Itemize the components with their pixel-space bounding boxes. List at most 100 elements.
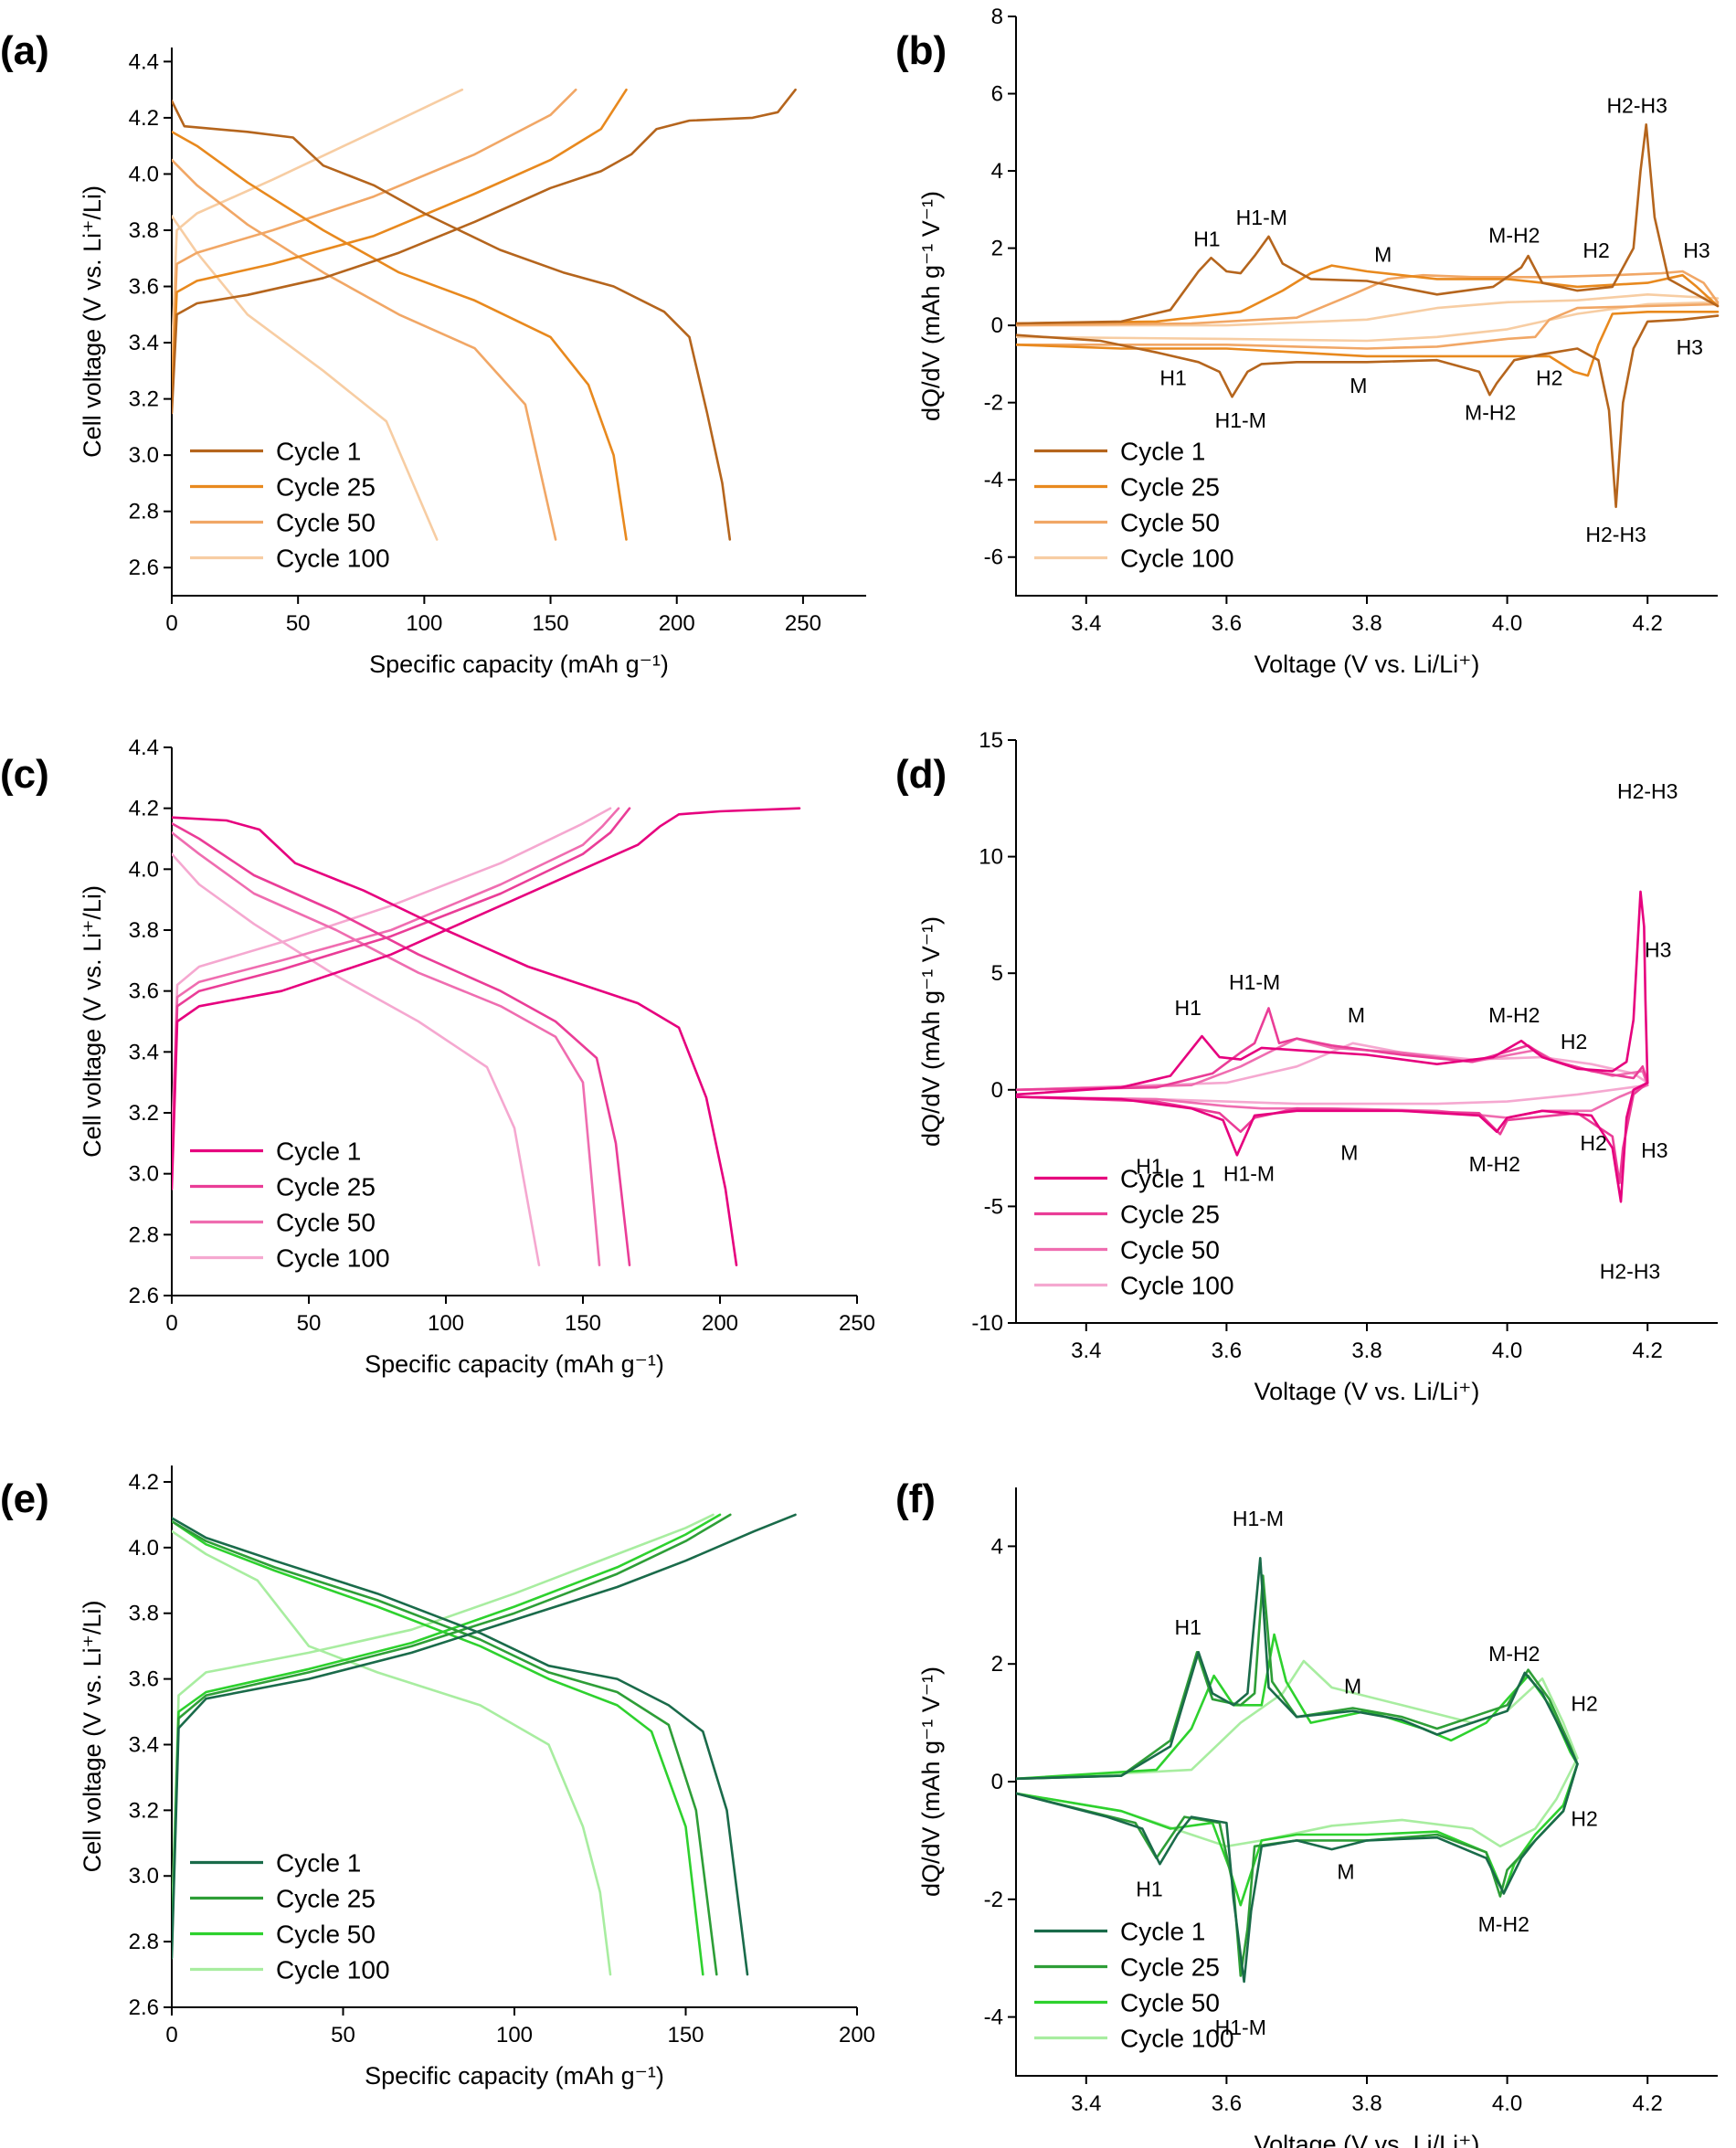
y-tick-label: 4.2 bbox=[129, 106, 159, 131]
chart-panel-b: (b) 3.4 3.6 3.8 4.0 4.2 -6 -4 -2 0 2 4 6 8 Voltage (V … bbox=[895, 5, 1720, 678]
series-line-cycle-100-charge bbox=[172, 807, 612, 1145]
peak-annotation: H3 bbox=[1677, 335, 1703, 359]
series-line-cycle-1-discharge bbox=[1016, 1081, 1649, 1203]
peak-annotation: M-H2 bbox=[1469, 1152, 1520, 1176]
y-tick-label: 2.6 bbox=[129, 1995, 159, 2020]
panel-label: (c) bbox=[0, 752, 49, 797]
x-tick-label: 50 bbox=[286, 611, 311, 636]
y-tick-label: 3.6 bbox=[129, 979, 159, 1004]
series-line-cycle-100-discharge bbox=[1016, 1756, 1579, 1848]
y-tick-label: 3.8 bbox=[129, 1602, 159, 1626]
series-line-cycle-50-discharge bbox=[172, 158, 557, 541]
peak-annotation: H2 bbox=[1561, 1030, 1587, 1053]
y-tick-label: 4 bbox=[991, 1534, 1003, 1559]
legend-entry: Cycle 25 bbox=[1120, 1953, 1220, 1982]
x-tick-label: 0 bbox=[165, 611, 177, 636]
y-tick-label: 0 bbox=[991, 1770, 1003, 1794]
x-tick-label: 3.8 bbox=[1351, 2091, 1381, 2116]
x-tick-label: 3.6 bbox=[1212, 1339, 1242, 1363]
series-line-cycle-1-discharge bbox=[172, 1517, 749, 1976]
peak-annotation: H2-H3 bbox=[1600, 1260, 1660, 1284]
peak-annotation: M bbox=[1374, 242, 1392, 266]
series-line-cycle-50-discharge bbox=[172, 831, 601, 1266]
peak-annotation: H1 bbox=[1159, 366, 1186, 390]
series-line-cycle-1-discharge bbox=[1016, 314, 1720, 509]
series-line-cycle-100-charge bbox=[172, 1513, 715, 1927]
y-tick-label: 3.2 bbox=[129, 387, 159, 412]
legend-entry: Cycle 50 bbox=[1120, 1989, 1220, 2017]
y-tick-label: 2.6 bbox=[129, 556, 159, 580]
y-axis-label: Cell voltage (V vs. Li⁺/Li) bbox=[79, 1601, 106, 1873]
panel-label: (f) bbox=[895, 1476, 936, 1521]
y-tick-label: 3.6 bbox=[129, 275, 159, 300]
y-tick-label: 3.4 bbox=[129, 1040, 159, 1064]
series-line-cycle-50-charge bbox=[172, 88, 577, 386]
y-tick-label: 15 bbox=[979, 728, 1003, 753]
x-tick-label: 50 bbox=[331, 2023, 355, 2047]
y-tick-label: 4.0 bbox=[129, 1536, 159, 1561]
peak-annotation: H1 bbox=[1136, 1155, 1162, 1179]
y-axis-label: Cell voltage (V vs. Li⁺/Li) bbox=[79, 185, 106, 458]
legend-entry: Cycle 50 bbox=[276, 509, 376, 537]
legend-entry: Cycle 25 bbox=[1120, 473, 1220, 502]
peak-annotation: M bbox=[1344, 1674, 1361, 1698]
y-axis-label: dQ/dV (mAh g⁻¹ V⁻¹) bbox=[917, 916, 945, 1147]
y-tick-label: 2 bbox=[991, 1652, 1003, 1677]
x-tick-label: 150 bbox=[533, 611, 569, 636]
peak-annotation: M-H2 bbox=[1488, 223, 1540, 247]
series-line-cycle-1-discharge bbox=[172, 816, 738, 1266]
series-line-cycle-25-discharge bbox=[172, 1519, 718, 1976]
peak-annotation: H1-M bbox=[1215, 408, 1266, 432]
series-line-cycle-100-charge bbox=[172, 88, 464, 358]
x-tick-label: 3.8 bbox=[1351, 611, 1381, 636]
x-tick-label: 250 bbox=[839, 1311, 875, 1336]
y-tick-label: 4 bbox=[991, 159, 1003, 184]
peak-annotation: M bbox=[1337, 1859, 1354, 1883]
y-tick-label: 3.0 bbox=[129, 1162, 159, 1187]
x-tick-label: 100 bbox=[406, 611, 442, 636]
peak-annotation: H3 bbox=[1641, 1138, 1667, 1162]
peak-annotation: M-H2 bbox=[1488, 1642, 1540, 1666]
x-tick-label: 4.2 bbox=[1633, 611, 1663, 636]
axis-frame bbox=[171, 1466, 857, 2008]
y-tick-label: 3.4 bbox=[129, 1732, 159, 1757]
series-line-cycle-1-charge bbox=[172, 1513, 797, 1960]
series-line-cycle-50-discharge bbox=[1016, 302, 1720, 350]
series-line-cycle-50-charge bbox=[172, 1513, 722, 1943]
y-tick-label: 3.2 bbox=[129, 1101, 159, 1126]
legend-entry: Cycle 100 bbox=[276, 545, 390, 573]
panel-label: (b) bbox=[895, 28, 947, 73]
peak-annotation: M-H2 bbox=[1478, 1912, 1530, 1936]
x-tick-label: 3.8 bbox=[1351, 1339, 1381, 1363]
chart-panel-a: (a) 0 50 100 150 200 250 2.6 2.8 3.0 3.2 3.4 3.6 3.8 4… bbox=[0, 28, 866, 678]
y-tick-label: -4 bbox=[984, 468, 1003, 492]
series-line-cycle-25-charge bbox=[1016, 264, 1720, 325]
x-axis-label: Voltage (V vs. Li/Li⁺) bbox=[1254, 2131, 1480, 2148]
y-tick-label: 4.2 bbox=[129, 1470, 159, 1495]
series-line-cycle-1-discharge bbox=[1016, 1762, 1579, 1984]
peak-annotation: H1-M bbox=[1215, 2016, 1266, 2039]
series-line-cycle-50-charge bbox=[172, 807, 620, 1160]
legend-entry: Cycle 100 bbox=[1120, 545, 1234, 573]
series-line-cycle-1-charge bbox=[1016, 123, 1720, 325]
y-tick-label: 8 bbox=[991, 5, 1003, 29]
y-tick-label: 4.4 bbox=[129, 735, 159, 760]
peak-annotation: H1 bbox=[1136, 1878, 1162, 1901]
series-line-cycle-50-discharge bbox=[1016, 1762, 1579, 1907]
legend-entry: Cycle 50 bbox=[276, 1209, 376, 1237]
y-tick-label: -2 bbox=[984, 1888, 1003, 1912]
x-axis-label: Voltage (V vs. Li/Li⁺) bbox=[1254, 1378, 1480, 1405]
legend-entry: Cycle 50 bbox=[276, 1921, 376, 1949]
x-tick-label: 3.6 bbox=[1212, 611, 1242, 636]
series-line-cycle-100-discharge bbox=[172, 852, 541, 1266]
y-tick-label: 6 bbox=[991, 82, 1003, 107]
series-line-cycle-100-charge bbox=[1016, 1042, 1649, 1092]
y-tick-label: -2 bbox=[984, 391, 1003, 416]
series-line-cycle-25-charge bbox=[172, 1513, 732, 1950]
series-line-cycle-1-charge bbox=[172, 807, 801, 1190]
axis-frame bbox=[1015, 16, 1718, 597]
peak-annotation: H3 bbox=[1645, 937, 1671, 961]
y-tick-label: 2.8 bbox=[129, 1930, 159, 1954]
peak-annotation: H2 bbox=[1571, 1806, 1597, 1830]
x-axis-label: Voltage (V vs. Li/Li⁺) bbox=[1254, 651, 1480, 678]
